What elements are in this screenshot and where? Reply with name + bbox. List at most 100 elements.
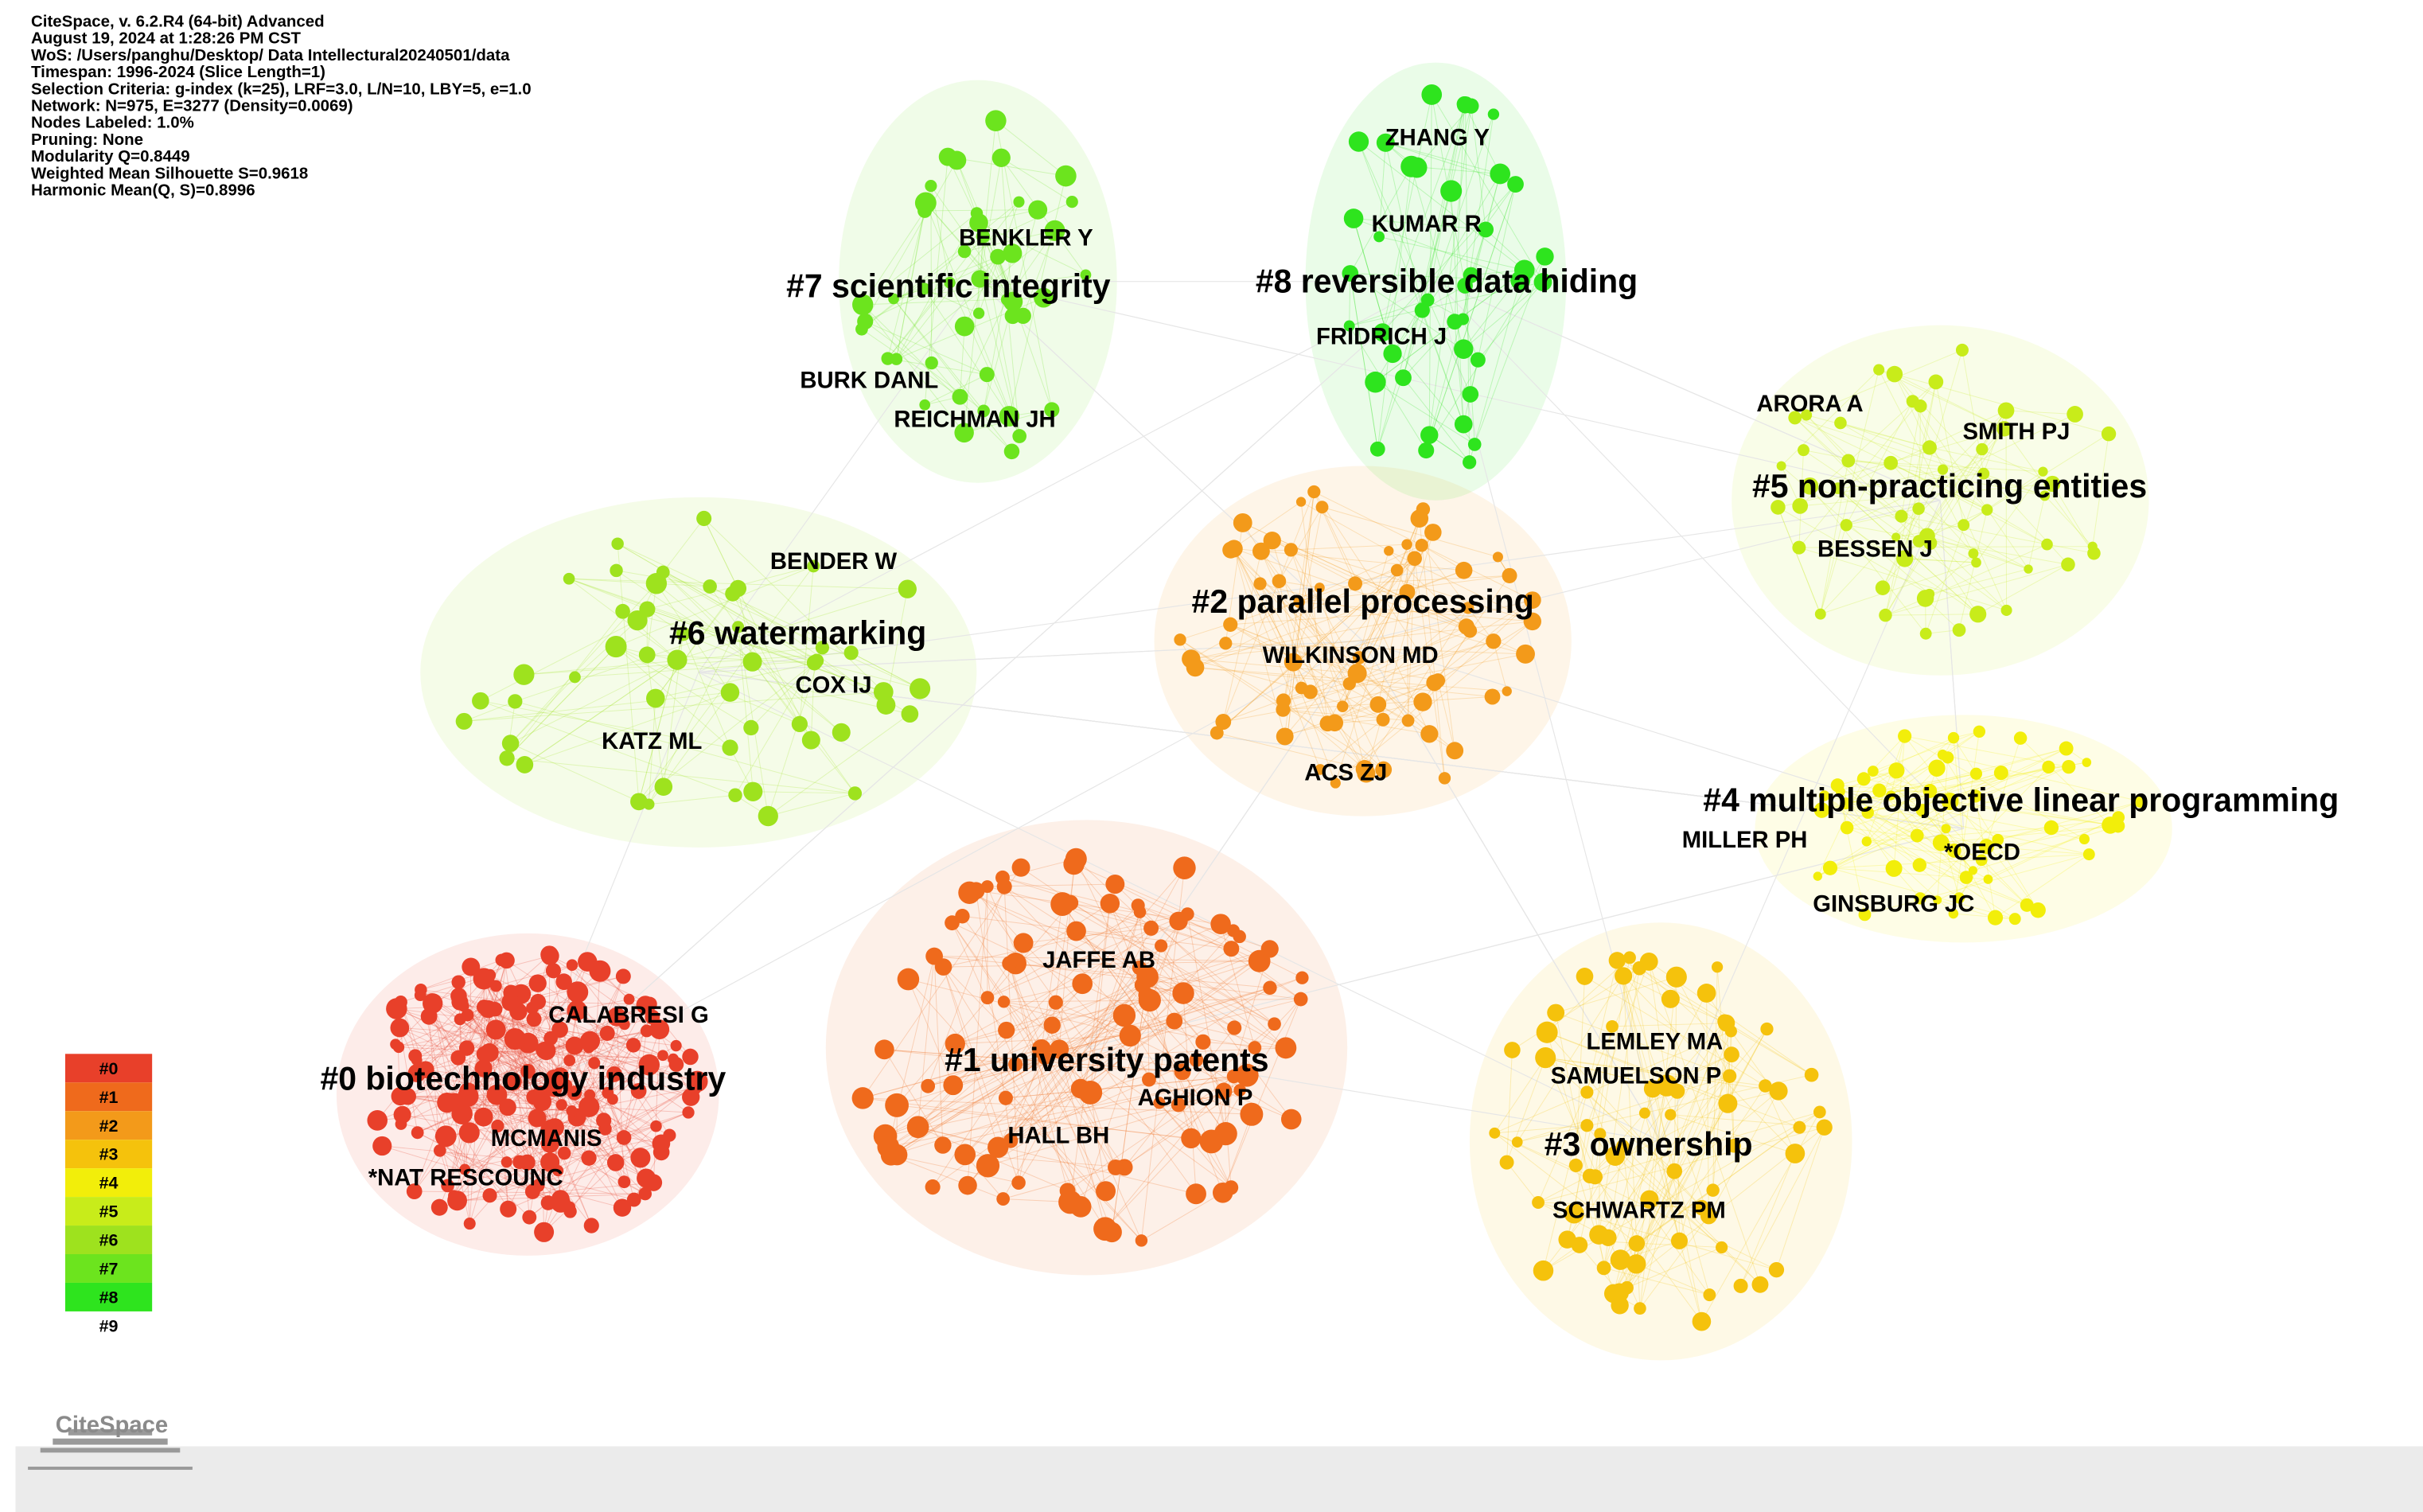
- edge: [1463, 282, 1544, 350]
- node: [742, 652, 762, 672]
- edge: [1190, 607, 1469, 660]
- edge: [1837, 410, 2007, 489]
- edge: [1840, 423, 2047, 545]
- link: [698, 281, 1436, 673]
- cluster-label: #7 scientific integrity: [786, 267, 1111, 304]
- node: [1314, 583, 1325, 594]
- edge: [1890, 462, 2047, 545]
- edge: [1293, 599, 1533, 663]
- link: [1939, 500, 1965, 829]
- edge: [414, 960, 502, 1192]
- node-label: BENDER W: [770, 548, 898, 575]
- node: [520, 1063, 536, 1079]
- edge: [569, 1060, 662, 1153]
- edge: [1517, 1075, 1730, 1143]
- edge: [1388, 550, 1467, 627]
- edge: [1890, 795, 1942, 844]
- edge: [1798, 547, 2007, 611]
- node: [1003, 244, 1023, 263]
- node: [607, 1093, 618, 1105]
- node: [943, 1075, 964, 1096]
- edge: [1229, 624, 1384, 720]
- edge: [1233, 548, 1286, 737]
- node: [458, 1085, 479, 1107]
- node: [1276, 702, 1291, 717]
- edge: [1890, 462, 1988, 511]
- edge: [1358, 141, 1471, 395]
- edge: [1210, 949, 1271, 1142]
- edge: [1929, 568, 2029, 594]
- edge: [1617, 960, 1812, 1076]
- edge: [506, 610, 623, 759]
- node: [2082, 848, 2095, 861]
- edge: [1062, 903, 1226, 1134]
- node: [1669, 1083, 1685, 1099]
- legend-swatch: [64, 1168, 153, 1198]
- edge: [1829, 854, 2090, 869]
- edge: [400, 976, 485, 1003]
- edge: [1872, 770, 1930, 792]
- edge: [1055, 1002, 1131, 1036]
- node: [545, 963, 561, 979]
- node: [1703, 1288, 1716, 1302]
- edge: [1076, 930, 1162, 946]
- node: [1615, 967, 1633, 985]
- node: [1769, 1081, 1788, 1101]
- edge: [1334, 599, 1533, 784]
- node: [563, 572, 575, 585]
- node: [1143, 920, 1159, 936]
- node: [1365, 371, 1386, 393]
- node: [1414, 302, 1430, 318]
- edge: [955, 920, 1179, 1045]
- edge: [1414, 558, 1445, 778]
- legend-swatch: [64, 1197, 153, 1226]
- edge: [546, 1029, 660, 1051]
- node: [1912, 502, 1925, 516]
- node: [1280, 1109, 1302, 1130]
- edge: [1537, 1127, 1825, 1203]
- edge: [1089, 911, 1140, 1093]
- edge: [1283, 709, 1430, 735]
- cluster-label: #3 ownership: [1545, 1126, 1753, 1163]
- node: [722, 739, 738, 756]
- edge: [1820, 460, 1849, 614]
- node: [1536, 1021, 1558, 1043]
- edge: [888, 1074, 1248, 1148]
- node: [1875, 580, 1891, 595]
- node: [2078, 833, 2090, 845]
- edge: [927, 886, 1005, 1086]
- edge: [863, 1097, 1212, 1142]
- edge: [1349, 299, 1428, 327]
- node: [1639, 952, 1658, 971]
- node: [610, 563, 623, 578]
- edge: [1130, 1035, 1241, 1091]
- edge: [1840, 423, 2045, 497]
- node: [630, 1148, 651, 1168]
- edge: [960, 299, 1007, 397]
- edge: [933, 956, 944, 1146]
- edge: [1223, 630, 1471, 723]
- node: [1263, 531, 1281, 550]
- node: [815, 641, 829, 655]
- edge: [1233, 548, 1321, 770]
- edge: [1997, 827, 2051, 840]
- node-label: ZHANG Y: [1385, 125, 1490, 151]
- node-label: WILKINSON MD: [1263, 642, 1439, 668]
- edge: [1919, 406, 1921, 541]
- node: [540, 945, 559, 964]
- node: [791, 715, 808, 733]
- node: [1628, 1235, 1646, 1252]
- edge: [1069, 903, 1111, 1202]
- edge: [1885, 563, 2069, 616]
- node: [1003, 443, 1020, 460]
- node: [2087, 546, 2101, 560]
- edge: [799, 566, 814, 724]
- edge: [864, 160, 957, 322]
- edge: [1434, 621, 1533, 684]
- node: [1044, 402, 1060, 418]
- node: [1135, 1234, 1148, 1247]
- edge: [1300, 501, 1389, 551]
- edge: [1003, 886, 1125, 1016]
- node: [1406, 157, 1428, 178]
- node: [500, 1200, 517, 1218]
